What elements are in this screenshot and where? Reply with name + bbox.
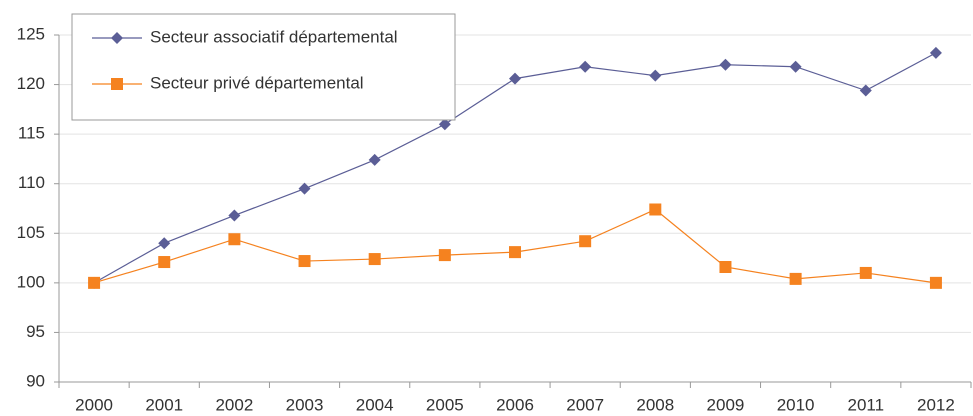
y-tick-label: 125 [17, 24, 45, 43]
marker [438, 118, 451, 131]
y-tick-label: 105 [17, 223, 45, 242]
legend-marker [111, 78, 123, 90]
marker [789, 60, 802, 73]
x-tick-label: 2005 [426, 395, 464, 414]
marker [509, 246, 521, 259]
marker [859, 84, 872, 97]
marker [719, 260, 732, 273]
y-tick-label: 120 [17, 74, 45, 93]
legend-marker [111, 32, 123, 44]
legend-label: Secteur associatif départemental [150, 27, 398, 46]
y-tick-label: 100 [17, 272, 45, 291]
marker [368, 253, 381, 266]
marker [789, 272, 802, 285]
x-tick-label: 2002 [215, 395, 253, 414]
marker [579, 60, 592, 73]
marker [649, 203, 662, 216]
marker [509, 72, 521, 85]
x-tick-label: 2009 [707, 395, 745, 414]
x-tick-label: 2001 [145, 395, 183, 414]
marker [579, 235, 592, 248]
marker [88, 276, 101, 289]
legend-box [71, 13, 456, 121]
marker [298, 182, 311, 195]
marker [649, 69, 662, 82]
x-tick-label: 2008 [636, 395, 674, 414]
marker [228, 233, 241, 246]
marker [929, 276, 942, 289]
x-tick-label: 2012 [917, 395, 955, 414]
x-tick-label: 2000 [75, 395, 113, 414]
x-tick-label: 2007 [566, 395, 604, 414]
marker [158, 237, 171, 250]
legend-label: Secteur privé départemental [150, 73, 364, 92]
marker [859, 266, 872, 279]
marker [368, 153, 381, 166]
x-tick-label: 2006 [496, 395, 534, 414]
y-tick-label: 115 [18, 124, 45, 143]
legend: Secteur associatif départemental Secteur … [71, 13, 456, 121]
marker [929, 46, 942, 59]
y-tick-label: 110 [18, 173, 45, 192]
x-tick-label: 2004 [356, 395, 394, 414]
marker [228, 209, 241, 222]
marker [438, 249, 451, 262]
y-tick-label: 90 [26, 371, 45, 390]
marker [158, 256, 171, 269]
marker [298, 255, 311, 268]
y-tick-label: 95 [26, 322, 45, 341]
x-tick-label: 2003 [286, 395, 324, 414]
x-tick-label: 2011 [847, 395, 884, 414]
marker [719, 58, 732, 71]
x-tick-label: 2010 [777, 395, 815, 414]
